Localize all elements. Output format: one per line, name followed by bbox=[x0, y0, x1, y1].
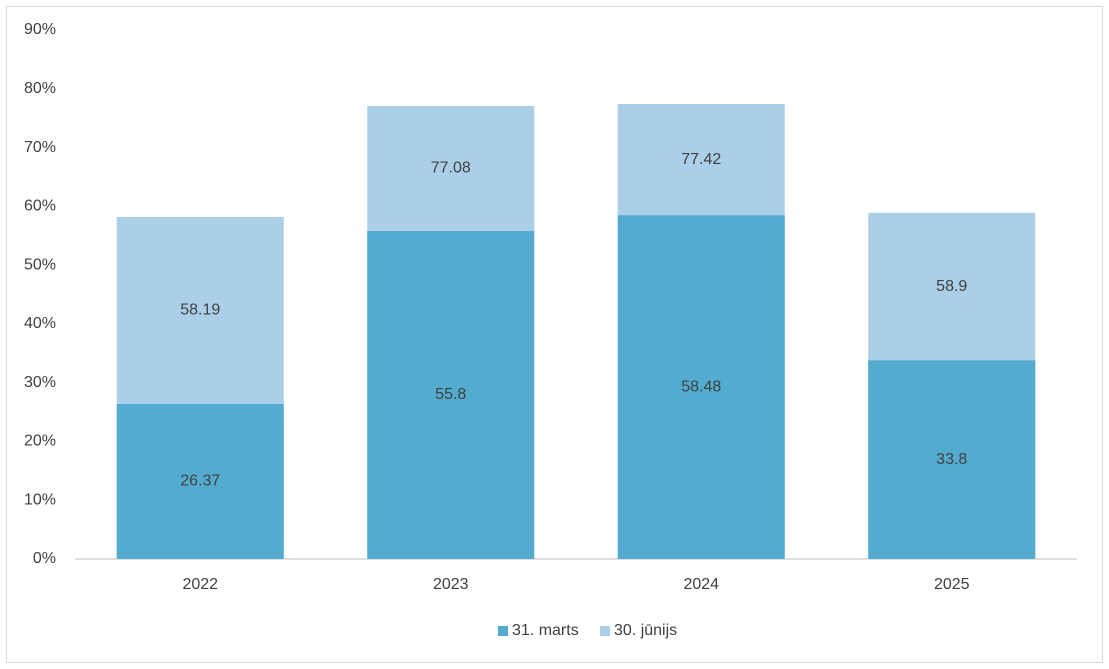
data-label: 58.19 bbox=[180, 302, 220, 319]
bar bbox=[617, 215, 785, 559]
y-tick-label: 70% bbox=[24, 139, 56, 156]
y-tick-label: 40% bbox=[24, 315, 56, 332]
x-tick-label: 2024 bbox=[683, 576, 719, 593]
legend-swatch bbox=[498, 626, 508, 636]
data-label: 58.9 bbox=[936, 278, 967, 295]
x-tick-label: 2023 bbox=[433, 576, 469, 593]
x-tick-label: 2022 bbox=[182, 576, 218, 593]
data-label: 77.42 bbox=[681, 151, 721, 168]
legend-swatch bbox=[600, 626, 610, 636]
bar bbox=[116, 404, 284, 559]
bar bbox=[367, 231, 535, 559]
legend-label: 31. marts bbox=[512, 622, 579, 639]
y-tick-label: 10% bbox=[24, 491, 56, 508]
y-tick-label: 60% bbox=[24, 198, 56, 215]
y-tick-label: 90% bbox=[24, 21, 56, 38]
y-tick-label: 30% bbox=[24, 374, 56, 391]
data-label: 77.08 bbox=[431, 160, 471, 177]
data-label: 55.8 bbox=[435, 386, 466, 403]
data-label: 33.8 bbox=[936, 451, 967, 468]
y-tick-label: 0% bbox=[33, 550, 56, 567]
y-tick-label: 20% bbox=[24, 433, 56, 450]
data-label: 58.48 bbox=[681, 378, 721, 395]
bar bbox=[868, 360, 1036, 559]
y-tick-label: 80% bbox=[24, 80, 56, 97]
legend-label: 30. jūnijs bbox=[614, 622, 677, 639]
x-tick-label: 2025 bbox=[934, 576, 970, 593]
data-label: 26.37 bbox=[180, 473, 220, 490]
y-tick-label: 50% bbox=[24, 256, 56, 273]
